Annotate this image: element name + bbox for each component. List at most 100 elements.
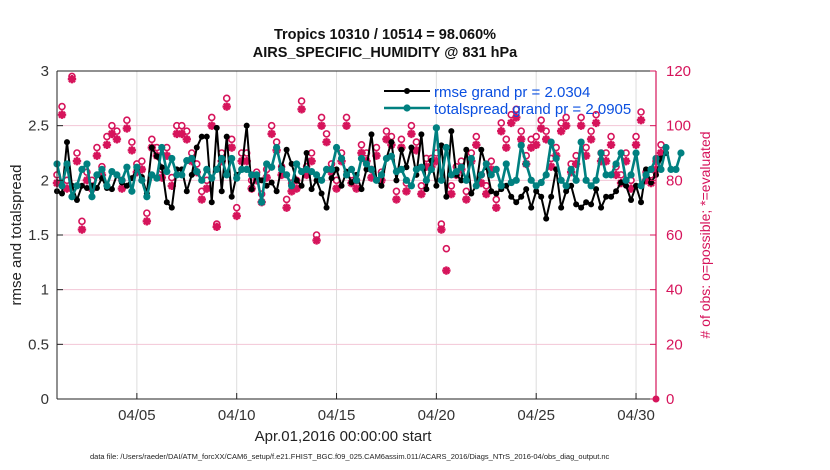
evaluated-obs-marker	[477, 178, 486, 188]
rmse-point	[338, 182, 345, 189]
totalspread-point	[497, 182, 505, 190]
evaluated-obs-marker	[142, 217, 152, 226]
possible-obs-marker	[148, 135, 156, 144]
totalspread-series	[53, 124, 685, 206]
totalspread-point	[233, 174, 241, 182]
rmse-point	[433, 182, 440, 189]
totalspread-point	[143, 193, 151, 201]
rmse-point	[228, 193, 235, 200]
evaluated-obs-marker	[472, 140, 481, 149]
y-tick-label: 1.5	[28, 227, 49, 244]
totalspread-point	[238, 165, 246, 173]
y-tick-label: 2.5	[28, 118, 49, 135]
evaluated-obs-marker	[372, 151, 381, 160]
totalspread-point	[173, 171, 181, 179]
totalspread-point	[557, 176, 565, 184]
evaluated-obs-marker	[107, 129, 117, 139]
possible-obs-marker	[58, 102, 66, 111]
possible-obs-marker	[517, 127, 526, 135]
evaluated-obs-marker	[162, 151, 172, 160]
totalspread-point	[372, 176, 381, 184]
possible-obs-marker	[392, 187, 401, 196]
totalspread-point	[387, 152, 396, 160]
totalspread-point	[138, 176, 146, 184]
possible-obs-marker	[78, 217, 86, 226]
possible-obs-marker	[357, 141, 366, 149]
evaluated-obs-marker	[82, 176, 92, 185]
y-axis-label: rmse and totalspread	[8, 165, 25, 306]
totalspread-point	[168, 154, 176, 163]
evaluated-obs-marker	[357, 148, 366, 158]
possible-obs-marker	[417, 182, 426, 190]
totalspread-point	[417, 163, 425, 171]
rmse-point	[558, 204, 565, 211]
possible-obs-marker	[587, 127, 595, 135]
evaluated-obs-marker	[352, 184, 361, 193]
evaluated-obs-marker	[492, 203, 501, 212]
evaluated-obs-marker	[581, 151, 591, 160]
rmse-point	[308, 186, 315, 193]
possible-obs-marker	[297, 97, 306, 105]
evaluated-obs-marker	[62, 184, 72, 193]
evaluated-obs-marker	[507, 118, 516, 128]
legend-rmse-label: rmse grand pr = 2.0304	[434, 84, 590, 101]
rmse-point	[468, 190, 475, 197]
totalspread-point	[377, 171, 386, 179]
rmse-point	[578, 204, 585, 211]
totalspread-point	[537, 178, 545, 187]
legend-rmse-marker	[404, 88, 410, 94]
totalspread-point	[243, 165, 251, 173]
evaluated-obs-marker	[212, 222, 221, 231]
rmse-point	[408, 144, 415, 151]
totalspread-point	[647, 165, 655, 173]
evaluated-obs-marker	[317, 121, 326, 130]
possible-obs-marker	[607, 132, 615, 141]
rmse-point	[528, 204, 535, 211]
rmse-point	[608, 193, 615, 200]
totalspread-point	[198, 176, 206, 184]
totalspread-point	[213, 165, 221, 173]
evaluated-obs-marker	[367, 173, 376, 182]
rmse-point	[423, 186, 430, 193]
rmse-point	[543, 215, 550, 222]
evaluated-obs-marker	[517, 135, 526, 144]
possible-obs-marker	[128, 138, 136, 146]
totalspread-point	[527, 176, 535, 184]
totalspread-point	[612, 160, 620, 168]
y2-tick-label: 40	[666, 282, 683, 299]
rmse-point	[268, 179, 275, 186]
x-tick-label: 04/10	[218, 407, 256, 424]
possible-obs-marker	[532, 132, 541, 141]
possible-obs-marker	[93, 143, 101, 152]
chart-title: Tropics 10310 / 10514 = 98.060%	[273, 27, 497, 43]
totalspread-point	[657, 165, 665, 173]
evaluated-obs-marker	[267, 129, 276, 139]
evaluated-obs-marker	[611, 170, 621, 180]
possible-obs-marker	[447, 182, 456, 190]
totalspread-point	[422, 176, 430, 184]
evaluated-obs-marker	[656, 148, 666, 158]
evaluated-obs-marker	[282, 203, 291, 212]
evaluated-obs-marker	[72, 157, 82, 166]
evaluated-obs-marker	[262, 173, 271, 182]
data-file-footer: data file: /Users/raeder/DAI/ATM_forcXX/…	[90, 452, 610, 461]
y-tick-label: 0.5	[28, 336, 49, 353]
evaluated-obs-marker	[342, 121, 351, 130]
rmse-point	[243, 122, 250, 129]
rmse-point	[78, 182, 85, 189]
evaluated-obs-marker	[422, 162, 431, 171]
evaluated-obs-marker	[202, 184, 211, 193]
rmse-point	[478, 146, 485, 153]
rmse-point	[188, 171, 195, 178]
possible-obs-marker	[582, 143, 590, 152]
totalspread-point	[58, 182, 66, 190]
evaluated-obs-marker	[626, 184, 636, 193]
totalspread-point	[163, 167, 171, 176]
y-tick-label: 0	[41, 391, 49, 408]
rmse-point	[203, 133, 210, 140]
possible-obs-marker	[232, 203, 241, 212]
rmse-point	[458, 177, 465, 184]
evaluated-obs-marker	[497, 126, 506, 136]
evaluated-obs-marker	[502, 143, 511, 152]
